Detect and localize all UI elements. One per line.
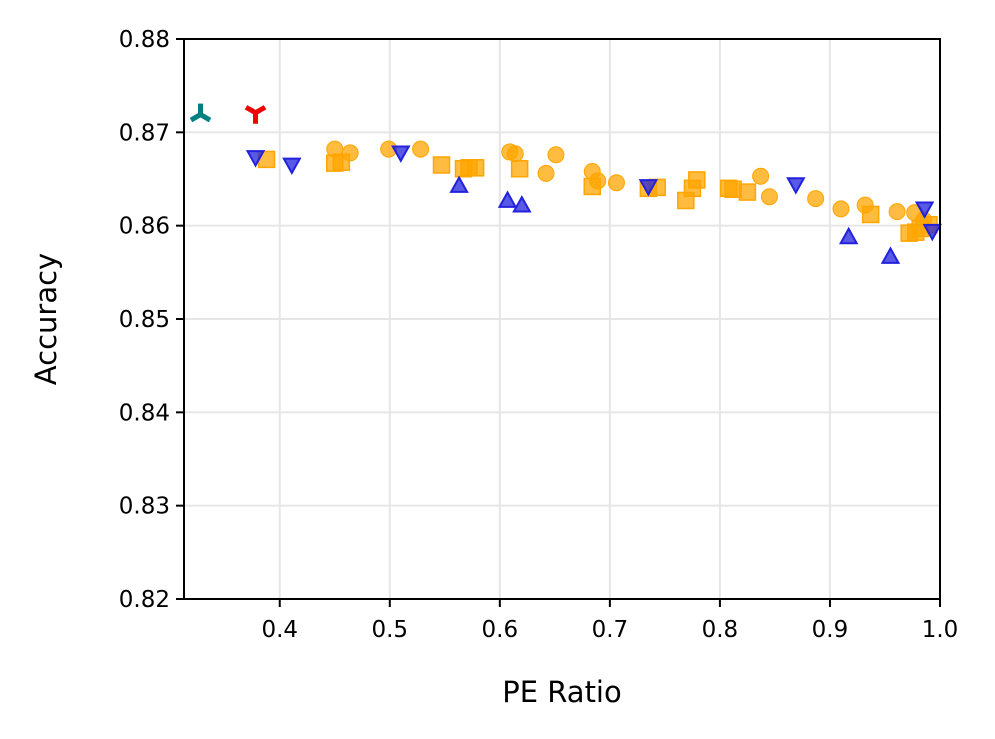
x-tick-label: 0.9 [812, 617, 849, 643]
data-point-triangle-down [282, 157, 302, 176]
data-point-square [432, 156, 451, 174]
data-point-circle [888, 203, 906, 221]
y-tick-label: 0.82 [119, 587, 170, 613]
data-point-triangle-up [449, 175, 469, 193]
data-point-triangle-down [922, 223, 942, 242]
x-axis-title: PE Ratio [502, 675, 621, 709]
x-tick-label: 0.5 [371, 617, 408, 643]
data-point-square [466, 159, 485, 177]
data-point-circle [412, 140, 430, 158]
x-tick-label: 0.6 [482, 617, 519, 643]
y-tick-label: 0.83 [119, 494, 170, 520]
data-point-triangle-up [838, 226, 859, 245]
y-tick-label: 0.86 [119, 214, 170, 240]
x-tick-label: 0.4 [261, 617, 298, 643]
data-point-square [738, 183, 757, 201]
x-tick-label: 0.7 [592, 617, 629, 643]
data-point-tri-down [244, 105, 267, 124]
data-point-triangle-up [497, 190, 518, 208]
y-axis-title: Accuracy [29, 253, 63, 385]
y-tick-label: 0.85 [119, 307, 170, 333]
data-point-triangle-up [512, 195, 532, 213]
data-point-circle [537, 164, 555, 182]
data-point-square [688, 171, 706, 189]
y-tick-label: 0.88 [119, 27, 170, 53]
x-tick-label: 0.8 [702, 617, 739, 643]
data-point-square [583, 177, 602, 196]
data-point-circle [607, 174, 625, 192]
data-point-tri-up [189, 103, 212, 123]
data-point-square [861, 205, 880, 224]
y-tick-label: 0.87 [119, 120, 170, 146]
data-point-circle [547, 146, 565, 164]
y-tick-label: 0.84 [119, 400, 170, 426]
x-axis: 0.4 0.5 0.6 0.7 0.8 0.9 1.0 [261, 599, 958, 643]
data-point-triangle-up [880, 246, 901, 264]
grid [184, 38, 941, 600]
data-point-triangle-down [391, 145, 411, 163]
data-point-square [332, 153, 351, 171]
data-point-circle [752, 167, 770, 185]
data-point-circle [807, 190, 825, 208]
data-point-triangle-down [245, 150, 266, 168]
data-points [189, 103, 942, 264]
data-point-circle [760, 188, 778, 206]
x-tick-label: 1.0 [922, 617, 959, 643]
data-point-triangle-down [914, 201, 935, 219]
data-point-circle [832, 200, 850, 218]
data-point-circle [506, 145, 524, 163]
data-point-square [510, 159, 529, 178]
data-point-triangle-down [786, 177, 806, 195]
data-point-triangle-down [638, 179, 659, 197]
y-axis: 0.82 0.83 0.84 0.85 0.86 0.87 0.88 [119, 27, 184, 613]
